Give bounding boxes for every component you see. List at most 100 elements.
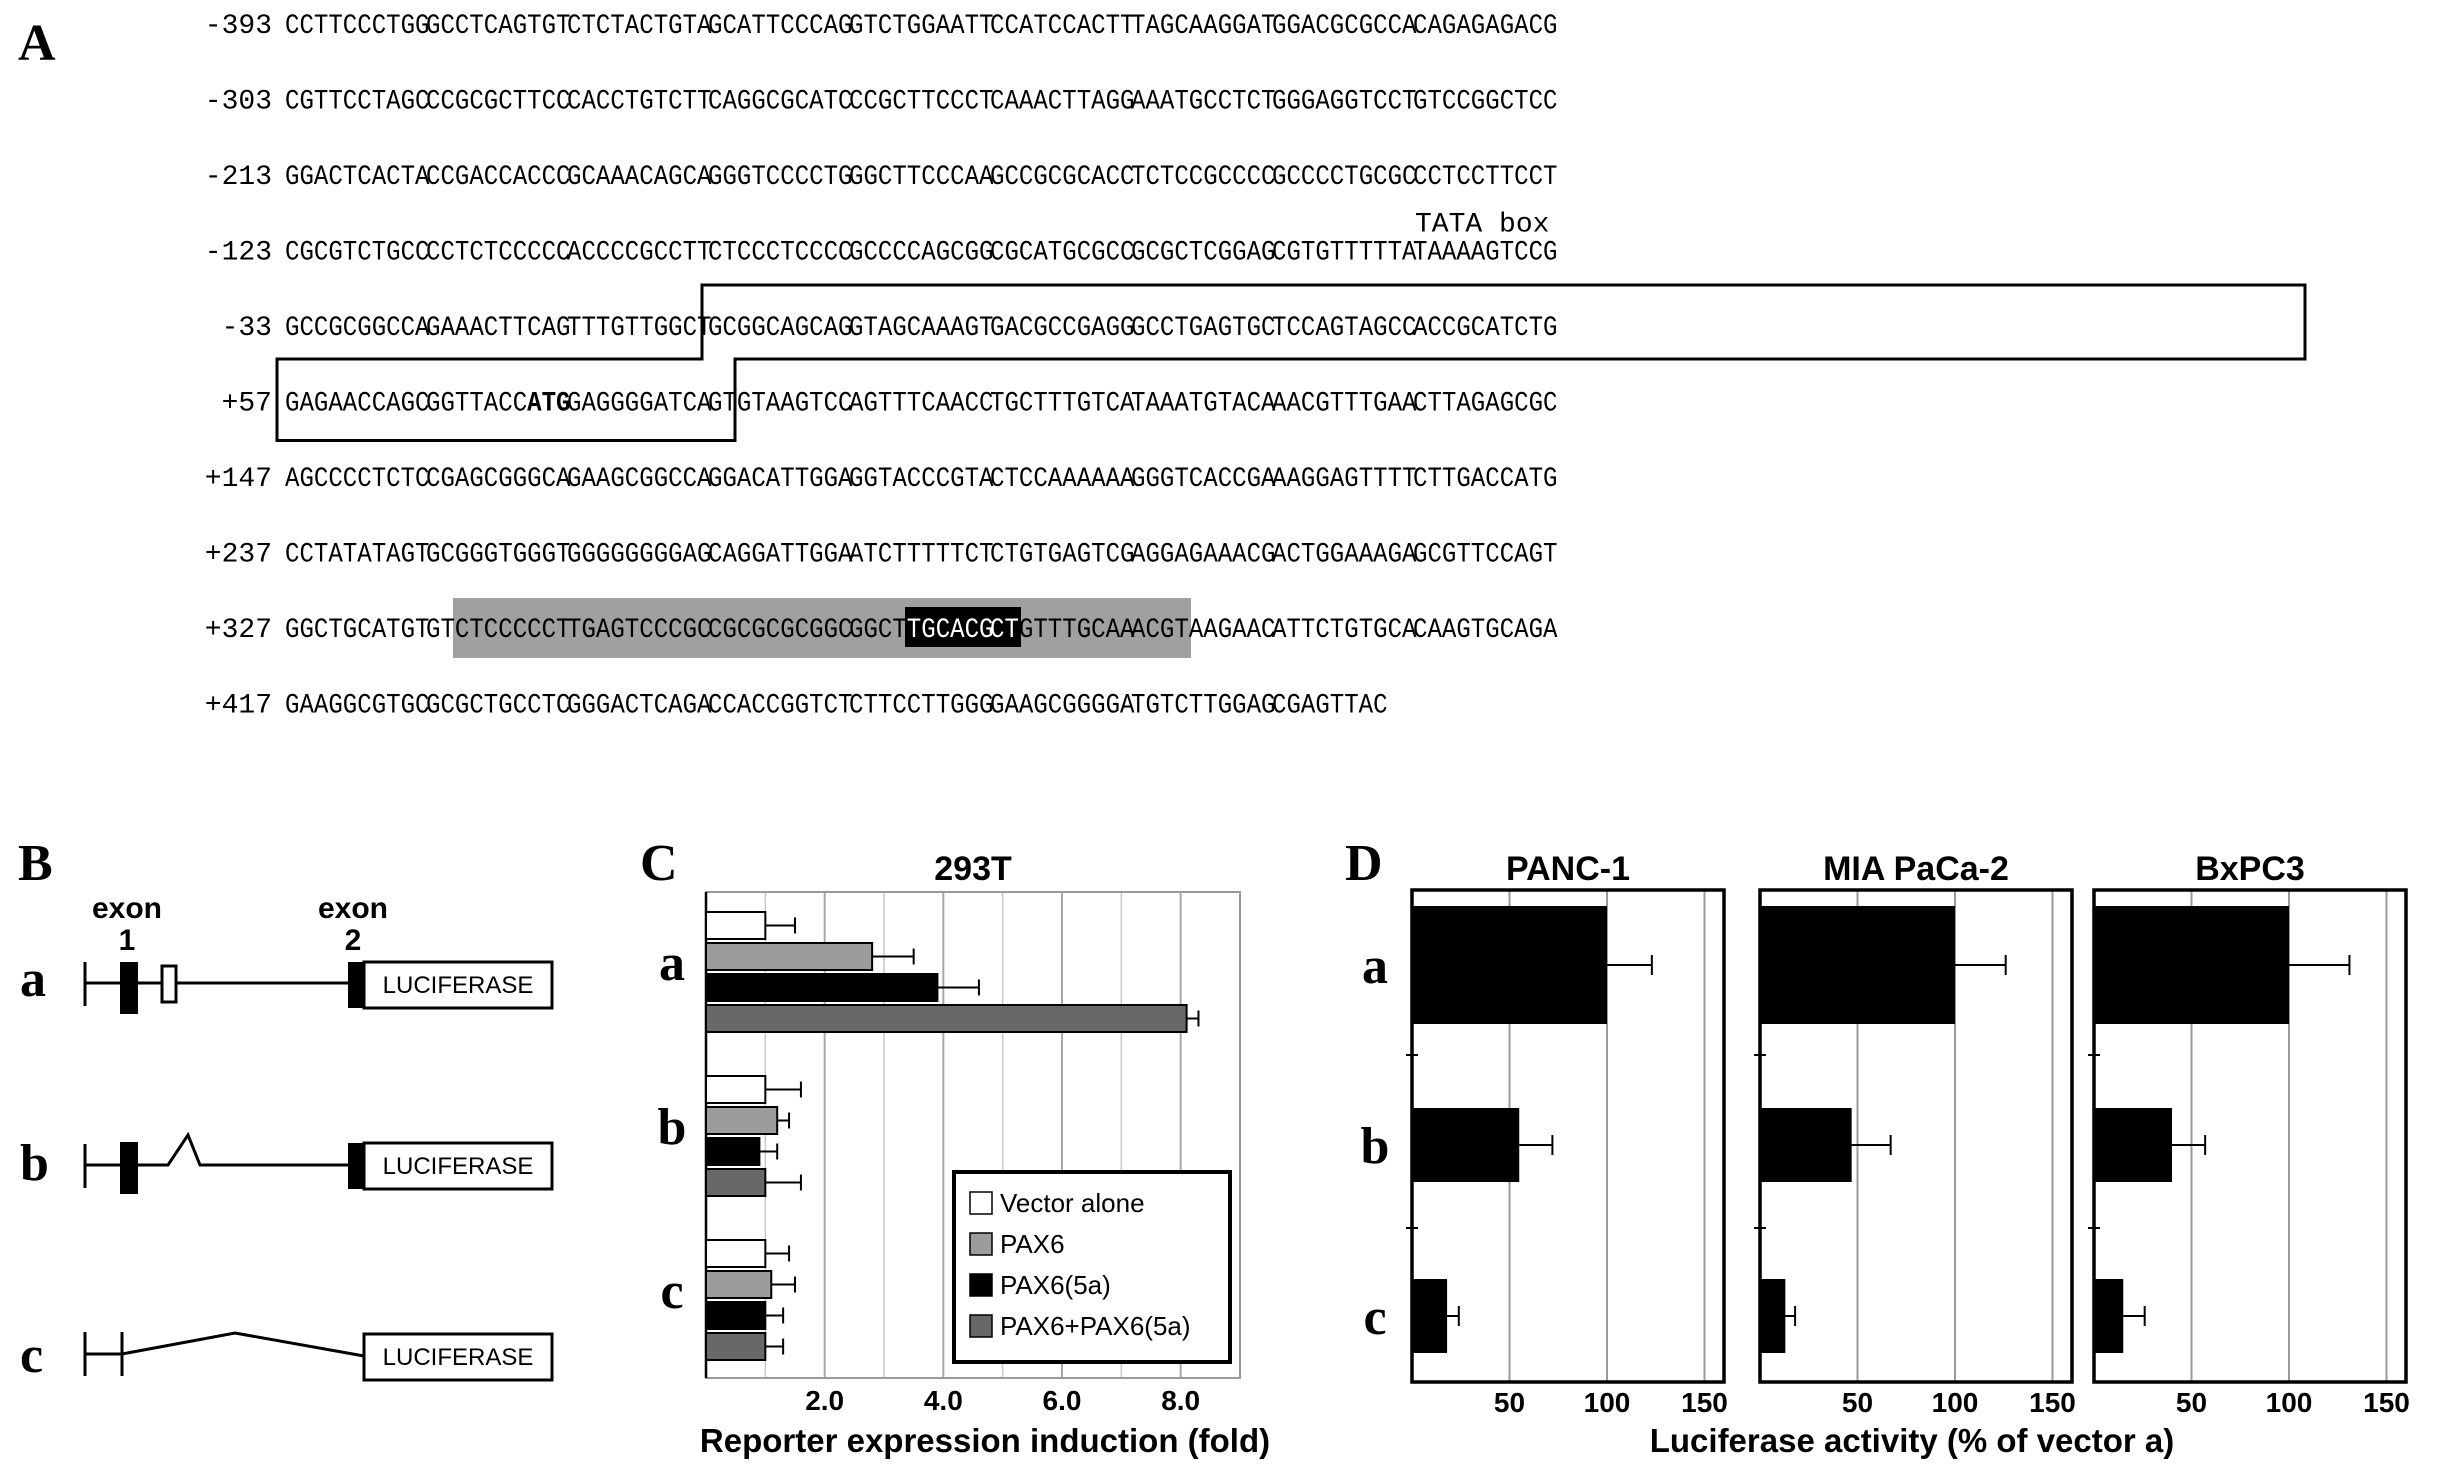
sequence-group: TTTGTTGGCT	[567, 313, 712, 344]
sequence-group: GCGCTCGGAG	[1131, 238, 1276, 269]
sequence-group: CCGCTTCCCT	[849, 87, 994, 118]
chart-c-legend-label: PAX6(5a)	[1000, 1270, 1111, 1300]
chart-c-bar	[705, 1332, 767, 1361]
chart-c-bar	[705, 973, 939, 1002]
exon-1-label-number: 1	[119, 924, 136, 957]
chart-d-tick-label: 150	[2363, 1387, 2410, 1418]
sequence-position: +147	[205, 464, 272, 495]
chart-d-bar	[1412, 1279, 1448, 1353]
construct-c-label: c	[20, 1327, 43, 1384]
chart-c-tick-label: 6.0	[1043, 1385, 1082, 1416]
sequence-group: CAGAGAGACG	[1413, 11, 1558, 42]
sequence-group: GCCCCTGCGC	[1272, 162, 1417, 193]
construct-a: a LUCIFERASE	[20, 951, 554, 1014]
sequence-group: CCTTCCCTGG	[285, 11, 430, 42]
sequence-group: CTGTTTGCAA	[990, 615, 1135, 646]
chart-c-bar	[705, 1106, 779, 1135]
black-highlight-region	[905, 607, 1021, 647]
panel-c-label: C	[640, 835, 678, 892]
construct-a-exon-5a	[160, 964, 178, 1004]
construct-b-exon-1	[120, 1142, 138, 1194]
sequence-group: GGTACCCGTA	[849, 464, 994, 495]
chart-c-bar	[705, 1004, 1188, 1033]
sequence-group: GAAGCGGGGA	[990, 691, 1135, 722]
sequence-group: GTCTGGAATT	[849, 11, 994, 42]
chart-d-tick-label: 150	[2029, 1387, 2076, 1418]
sequence-group: TAAATGTACA	[1131, 389, 1276, 420]
panel-a: A TATA box -393 CCTTCCCTGGGCCTCAGTGTCTCTA…	[18, 11, 2307, 722]
sequence-group: CAGGCGCATC	[708, 87, 853, 118]
sequence-group: GCGGCAGCAG	[708, 313, 853, 344]
sequence-group: GACGCCGAGG	[990, 313, 1135, 344]
sequence-group: GAGAACCAGC	[285, 389, 430, 420]
sequence-group: CTCCCTCCCC	[708, 238, 853, 269]
sequence-group: TGCTTTGTCA	[990, 389, 1135, 420]
sequence-group: GCAAACAGCA	[567, 162, 712, 193]
chart-d-subplot: PANC-1 50 100 150	[1406, 850, 1728, 1418]
sequence-group: AAGGAGTTTT	[1272, 464, 1417, 495]
sequence-group: TGTCTTGGAG	[1131, 691, 1276, 722]
chart-c-legend-label: PAX6+PAX6(5a)	[1000, 1311, 1191, 1341]
chart-d-bar	[2094, 1108, 2172, 1182]
sequence-group: GGACATTGGA	[708, 464, 853, 495]
construct-a-exon-1	[120, 962, 138, 1014]
construct-c-luciferase-box	[362, 1332, 554, 1382]
sequence-group: TAGCAAGGAT	[1131, 11, 1276, 42]
chart-c-bar	[705, 1137, 761, 1166]
sequence-group: AACGTTTGAA	[1272, 389, 1417, 420]
panel-a-label: A	[18, 15, 56, 72]
sequence-group: ACTGGAAAGA	[1272, 540, 1417, 571]
construct-b-luciferase-box	[362, 1141, 554, 1191]
sequence-group: CGTTCCTAGC	[285, 87, 430, 118]
construct-c-deletion-line	[85, 1331, 365, 1358]
sequence-position: -393	[205, 11, 272, 42]
sequence-group: CTTGACCATG	[1413, 464, 1558, 495]
sequence-group: TAAAAGTCCG	[1413, 238, 1558, 269]
chart-c-category-label: a	[659, 935, 685, 992]
sequence-group: TCCAGTAGCC	[1272, 313, 1417, 344]
exon-2-label-number: 2	[345, 924, 362, 957]
exon-2-label-word: exon	[318, 892, 388, 925]
sequence-group: CTTAGAGCGC	[1413, 389, 1558, 420]
sequence-group: GTGTAAGTCC	[708, 389, 853, 420]
chart-d-tick-label: 100	[2266, 1387, 2313, 1418]
sequence-group: TCTCCGCCCC	[1131, 162, 1276, 193]
sequence-group: GTAGCAAAGT	[849, 313, 994, 344]
sequence-group: GGGACTCAGA	[567, 691, 712, 722]
construct-b-label: b	[20, 1135, 49, 1192]
construct-c: c LUCIFERASE	[20, 1327, 554, 1384]
sequence-group: CGTGTTTTTA	[1272, 238, 1417, 269]
chart-c-legend-swatch	[969, 1191, 993, 1215]
sequence-group: GAAGCGGCCA	[567, 464, 712, 495]
sequence-group: CTGTGAGTCG	[990, 540, 1135, 571]
chart-d-category-label: b	[1361, 1118, 1390, 1175]
sequence-group: CCGCGCTTCC	[426, 87, 571, 118]
sequence-group: ATCTTTTTCT	[849, 540, 994, 571]
chart-d-category-label: c	[1363, 1289, 1386, 1346]
sequence-position: -123	[205, 238, 272, 269]
sequence-group: AGGAGAAACG	[1131, 540, 1276, 571]
sequence-group: CAGGATTGGA	[708, 540, 853, 571]
sequence-group: CGAGTTAC	[1272, 691, 1388, 722]
chart-c-tick-label: 8.0	[1161, 1385, 1200, 1416]
gray-highlight-region	[453, 598, 1191, 658]
chart-d-subplot: BxPC3 50 100 150	[2088, 850, 2410, 1418]
sequence-group: GCCTGAGTGC	[1131, 313, 1276, 344]
sequence-position: -33	[222, 313, 272, 344]
chart-c-x-axis-label: Reporter expression induction (fold)	[700, 1422, 1270, 1459]
construct-b-luciferase-label: LUCIFERASE	[383, 1153, 534, 1180]
sequence-group: GAGGGGATCA	[567, 389, 712, 420]
tata-box-label: TATA box	[1415, 210, 1549, 241]
chart-c-legend	[952, 1170, 1232, 1364]
sequence-group: CGAGCGGGCA	[426, 464, 571, 495]
sequence-group: GCCGCGGCCA	[285, 313, 430, 344]
sequence-highlights	[453, 598, 1191, 658]
construct-b-exon-2	[348, 1143, 364, 1189]
sequence-group: GGCTGCATGT	[285, 615, 430, 646]
sequence-group: CCACCGGTCT	[708, 691, 853, 722]
panel-c: C 293T a b c 2.0 4.0 6.0 8.0 Reporter expression…	[640, 835, 1270, 1459]
sequence-position: +327	[205, 615, 272, 646]
chart-c-293t: 293T a b c 2.0 4.0 6.0 8.0 Reporter expression i…	[658, 850, 1271, 1459]
sequence-position: -303	[205, 87, 272, 118]
